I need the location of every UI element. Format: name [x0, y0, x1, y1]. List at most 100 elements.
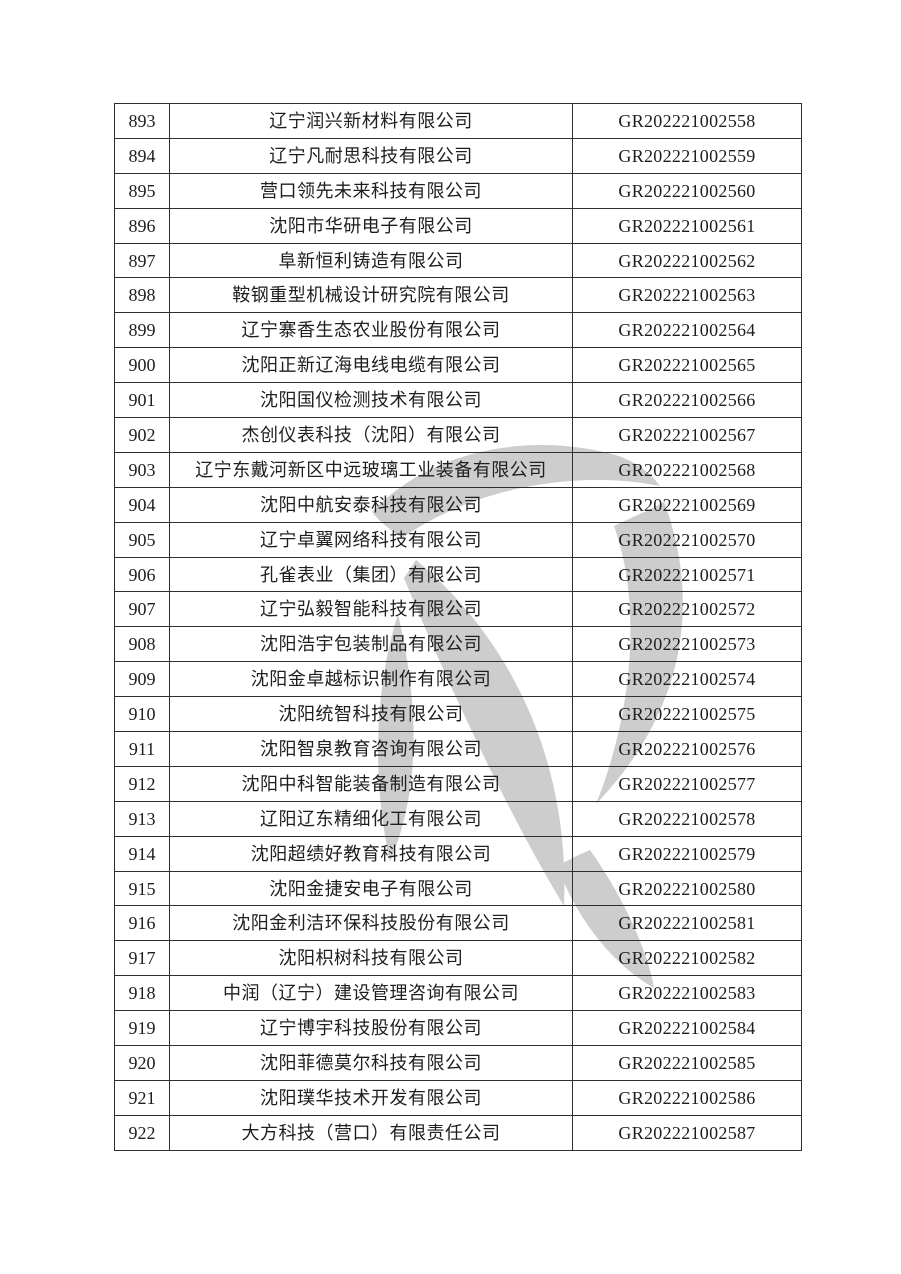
gr-code: GR202221002562	[572, 242, 802, 279]
table-row: 901 沈阳国仪检测技术有限公司 GR202221002566	[114, 382, 802, 419]
table-row: 913 辽阳辽东精细化工有限公司 GR202221002578	[114, 800, 802, 837]
gr-code: GR202221002571	[572, 556, 802, 593]
table-row: 917 沈阳枳树科技有限公司 GR202221002582	[114, 940, 802, 977]
table-row: 909 沈阳金卓越标识制作有限公司 GR202221002574	[114, 661, 802, 698]
gr-code: GR202221002582	[572, 940, 802, 977]
row-number: 914	[114, 835, 170, 872]
row-number: 905	[114, 521, 170, 558]
company-name: 杰创仪表科技（沈阳）有限公司	[169, 417, 573, 453]
company-name: 沈阳中科智能装备制造有限公司	[169, 765, 573, 802]
company-name: 孔雀表业（集团）有限公司	[169, 556, 573, 593]
table-row: 908 沈阳浩宇包装制品有限公司 GR202221002573	[114, 626, 802, 663]
company-name: 大方科技（营口）有限责任公司	[169, 1114, 573, 1151]
row-number: 896	[114, 207, 170, 244]
gr-code: GR202221002583	[572, 975, 802, 1012]
company-name: 营口领先未来科技有限公司	[169, 172, 573, 209]
row-number: 917	[114, 940, 170, 977]
row-number: 898	[114, 277, 170, 314]
gr-code: GR202221002567	[572, 417, 802, 453]
company-name: 沈阳市华研电子有限公司	[169, 207, 573, 244]
company-name: 沈阳智泉教育咨询有限公司	[169, 731, 573, 767]
table-row: 905 辽宁卓翼网络科技有限公司 GR202221002570	[114, 521, 802, 558]
table-row: 897 阜新恒利铸造有限公司 GR202221002562	[114, 242, 802, 279]
company-name: 辽宁卓翼网络科技有限公司	[169, 521, 573, 558]
company-name: 辽宁博宇科技股份有限公司	[169, 1010, 573, 1047]
row-number: 919	[114, 1010, 170, 1047]
company-name: 沈阳浩宇包装制品有限公司	[169, 626, 573, 663]
company-name: 沈阳国仪检测技术有限公司	[169, 382, 573, 419]
company-name: 沈阳菲德莫尔科技有限公司	[169, 1045, 573, 1081]
row-number: 900	[114, 347, 170, 384]
row-number: 921	[114, 1079, 170, 1116]
gr-code: GR202221002574	[572, 661, 802, 698]
table-row: 907 辽宁弘毅智能科技有限公司 GR202221002572	[114, 591, 802, 628]
row-number: 902	[114, 417, 170, 453]
gr-code: GR202221002584	[572, 1010, 802, 1047]
row-number: 903	[114, 451, 170, 488]
company-name: 沈阳金利洁环保科技股份有限公司	[169, 905, 573, 942]
row-number: 918	[114, 975, 170, 1012]
row-number: 910	[114, 696, 170, 733]
table-row: 921 沈阳璞华技术开发有限公司 GR202221002586	[114, 1079, 802, 1116]
table-row: 902 杰创仪表科技（沈阳）有限公司 GR202221002567	[114, 417, 802, 453]
gr-code: GR202221002572	[572, 591, 802, 628]
row-number: 909	[114, 661, 170, 698]
table-row: 904 沈阳中航安泰科技有限公司 GR202221002569	[114, 486, 802, 523]
company-name: 沈阳金捷安电子有限公司	[169, 870, 573, 907]
gr-code: GR202221002566	[572, 382, 802, 419]
company-name: 沈阳枳树科技有限公司	[169, 940, 573, 977]
table-row: 922 大方科技（营口）有限责任公司 GR202221002587	[114, 1114, 802, 1151]
gr-code: GR202221002576	[572, 731, 802, 767]
row-number: 901	[114, 382, 170, 419]
table-row: 919 辽宁博宇科技股份有限公司 GR202221002584	[114, 1010, 802, 1047]
company-name: 中润（辽宁）建设管理咨询有限公司	[169, 975, 573, 1012]
gr-code: GR202221002564	[572, 312, 802, 349]
row-number: 920	[114, 1045, 170, 1081]
company-name: 沈阳统智科技有限公司	[169, 696, 573, 733]
table-row: 895 营口领先未来科技有限公司 GR202221002560	[114, 172, 802, 209]
row-number: 893	[114, 103, 170, 139]
gr-code: GR202221002581	[572, 905, 802, 942]
gr-code: GR202221002570	[572, 521, 802, 558]
company-list-table: 893 辽宁润兴新材料有限公司 GR202221002558 894 辽宁凡耐思…	[114, 103, 802, 1151]
row-number: 894	[114, 137, 170, 174]
table-body: 893 辽宁润兴新材料有限公司 GR202221002558 894 辽宁凡耐思…	[114, 103, 802, 1151]
company-name: 辽宁弘毅智能科技有限公司	[169, 591, 573, 628]
table-row: 900 沈阳正新辽海电线电缆有限公司 GR202221002565	[114, 347, 802, 384]
company-name: 沈阳超绩好教育科技有限公司	[169, 835, 573, 872]
table-row: 915 沈阳金捷安电子有限公司 GR202221002580	[114, 870, 802, 907]
company-name: 沈阳正新辽海电线电缆有限公司	[169, 347, 573, 384]
row-number: 911	[114, 731, 170, 767]
row-number: 897	[114, 242, 170, 279]
gr-code: GR202221002587	[572, 1114, 802, 1151]
gr-code: GR202221002577	[572, 765, 802, 802]
row-number: 912	[114, 765, 170, 802]
gr-code: GR202221002575	[572, 696, 802, 733]
row-number: 906	[114, 556, 170, 593]
row-number: 899	[114, 312, 170, 349]
company-name: 辽宁润兴新材料有限公司	[169, 103, 573, 139]
gr-code: GR202221002563	[572, 277, 802, 314]
gr-code: GR202221002580	[572, 870, 802, 907]
row-number: 913	[114, 800, 170, 837]
gr-code: GR202221002559	[572, 137, 802, 174]
row-number: 895	[114, 172, 170, 209]
gr-code: GR202221002568	[572, 451, 802, 488]
company-name: 沈阳中航安泰科技有限公司	[169, 486, 573, 523]
gr-code: GR202221002579	[572, 835, 802, 872]
gr-code: GR202221002560	[572, 172, 802, 209]
table-row: 898 鞍钢重型机械设计研究院有限公司 GR202221002563	[114, 277, 802, 314]
table-row: 912 沈阳中科智能装备制造有限公司 GR202221002577	[114, 765, 802, 802]
table-row: 896 沈阳市华研电子有限公司 GR202221002561	[114, 207, 802, 244]
gr-code: GR202221002578	[572, 800, 802, 837]
gr-code: GR202221002585	[572, 1045, 802, 1081]
table-row: 910 沈阳统智科技有限公司 GR202221002575	[114, 696, 802, 733]
gr-code: GR202221002586	[572, 1079, 802, 1116]
table-row: 916 沈阳金利洁环保科技股份有限公司 GR202221002581	[114, 905, 802, 942]
row-number: 915	[114, 870, 170, 907]
gr-code: GR202221002561	[572, 207, 802, 244]
table-row: 903 辽宁东戴河新区中远玻璃工业装备有限公司 GR202221002568	[114, 451, 802, 488]
table-row: 906 孔雀表业（集团）有限公司 GR202221002571	[114, 556, 802, 593]
company-name: 辽宁凡耐思科技有限公司	[169, 137, 573, 174]
gr-code: GR202221002573	[572, 626, 802, 663]
